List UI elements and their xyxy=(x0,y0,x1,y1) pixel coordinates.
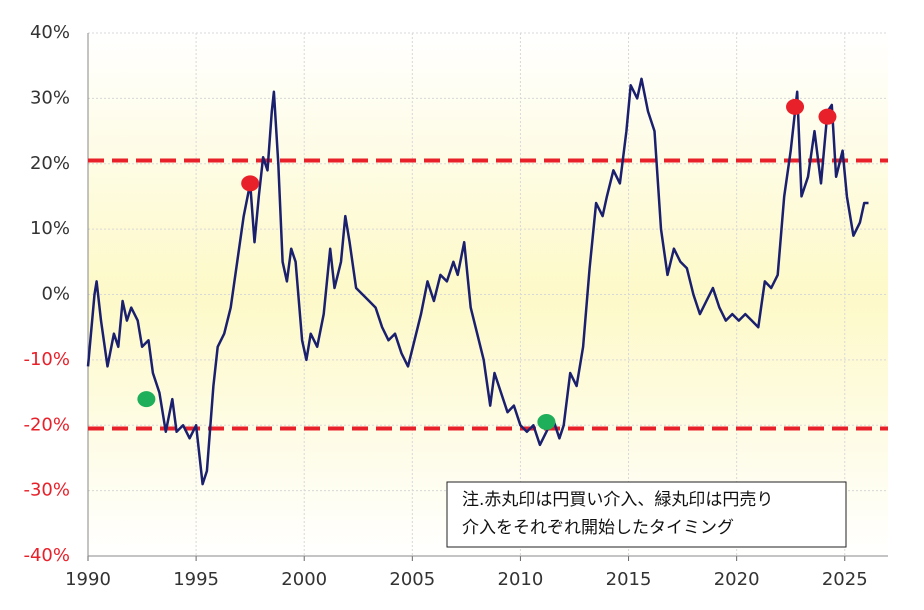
x-tick-label: 2000 xyxy=(281,569,327,590)
y-tick-label: 10% xyxy=(30,218,70,239)
y-tick-label: -20% xyxy=(23,414,70,435)
intervention-marker xyxy=(818,108,837,125)
intervention-marker xyxy=(786,98,805,115)
y-tick-label: -40% xyxy=(23,545,70,566)
y-tick-label: -10% xyxy=(23,349,70,370)
x-tick-label: 2015 xyxy=(606,569,652,590)
x-tick-label: 2010 xyxy=(498,569,544,590)
annotation-text: 介入をそれぞれ開始したタイミング xyxy=(462,518,734,538)
x-tick-label: 1990 xyxy=(65,569,111,590)
y-tick-label: 0% xyxy=(41,284,70,305)
x-tick-label: 2005 xyxy=(389,569,435,590)
intervention-marker xyxy=(537,413,556,430)
y-tick-label: 20% xyxy=(30,153,70,174)
line-series xyxy=(86,77,869,486)
y-tick-label: 40% xyxy=(30,22,70,43)
x-tick-label: 1995 xyxy=(173,569,219,590)
y-tick-label: 30% xyxy=(30,87,70,108)
y-tick-label: -30% xyxy=(23,480,70,501)
intervention-marker xyxy=(241,175,260,192)
annotation-box xyxy=(446,481,847,548)
x-tick-label: 2020 xyxy=(714,569,760,590)
annotation-text: 注.赤丸印は円買い介入、緑丸印は円売り xyxy=(462,490,773,510)
x-tick-label: 2025 xyxy=(822,569,868,590)
intervention-marker xyxy=(137,391,156,408)
